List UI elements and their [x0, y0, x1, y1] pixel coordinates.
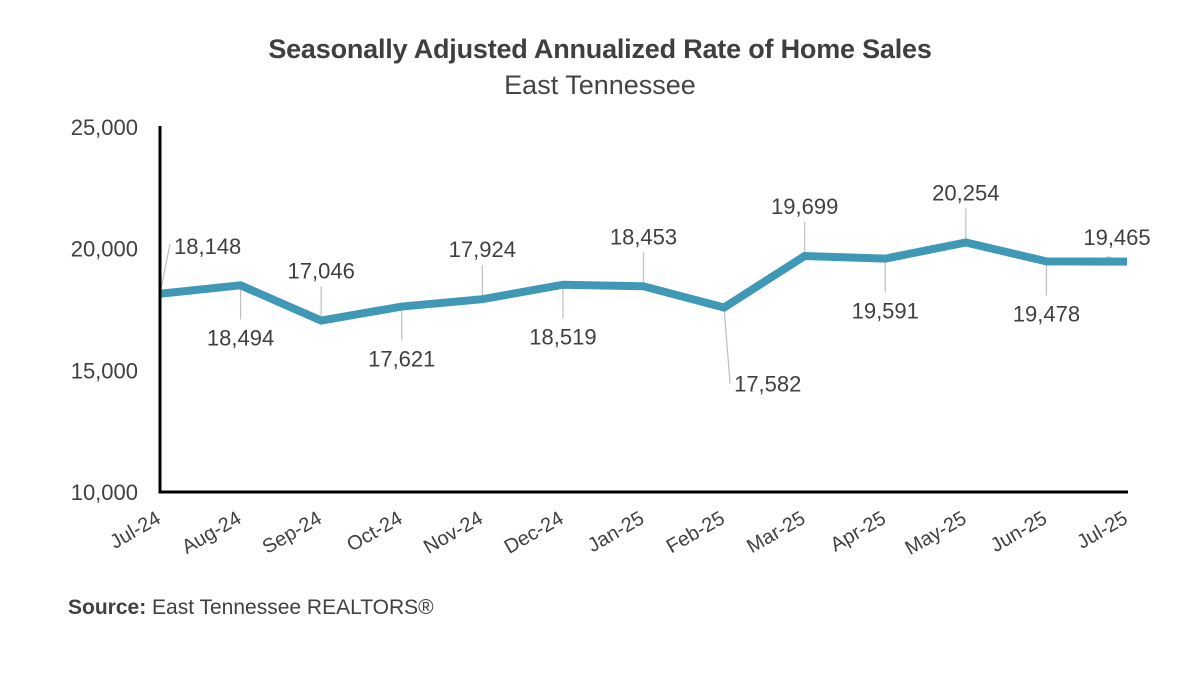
x-tick-label: Dec-24	[501, 507, 568, 558]
y-axis-ticks: 10,000 15,000 20,000 25,000	[71, 115, 138, 505]
source-text: East Tennessee REALTORS®	[146, 596, 434, 619]
x-tick-label: Apr-25	[827, 507, 890, 556]
data-label-leaders	[159, 208, 1128, 384]
data-label: 17,621	[368, 347, 435, 372]
data-label: 20,254	[932, 180, 999, 205]
data-label: 18,453	[610, 224, 677, 249]
x-tick-label: May-25	[902, 507, 971, 559]
x-tick-label: Jan-25	[584, 507, 648, 557]
data-label: 19,465	[1083, 225, 1150, 250]
chart-subtitle: East Tennessee	[504, 70, 696, 100]
data-labels: 18,148 18,494 17,046 17,621 17,924 18,519 18,4…	[159, 180, 1151, 397]
data-label: 17,046	[288, 259, 355, 284]
chart-title: Seasonally Adjusted Annualized Rate of H…	[268, 34, 932, 64]
y-tick-label: 25,000	[71, 115, 138, 140]
y-tick-label: 15,000	[71, 358, 138, 383]
y-tick-label: 20,000	[71, 237, 138, 262]
x-tick-label: Nov-24	[420, 507, 487, 558]
x-tick-label: Mar-25	[743, 507, 809, 558]
y-tick-label: 10,000	[71, 480, 138, 505]
data-label-leader	[723, 307, 731, 384]
x-tick-label: Feb-25	[663, 507, 729, 558]
data-label: 18,494	[207, 325, 274, 350]
x-tick-label: Jul-25	[1073, 507, 1131, 553]
x-tick-label: Jul-24	[106, 507, 164, 553]
data-label: 18,148	[174, 234, 241, 259]
x-tick-label: Aug-24	[178, 507, 245, 558]
data-label: 18,519	[529, 325, 596, 350]
x-axis-ticks: Jul-24 Aug-24 Sep-24 Oct-24 Nov-24 Dec-24 Jan-…	[106, 507, 1131, 559]
x-tick-label: Jun-25	[987, 507, 1051, 557]
data-label: 17,582	[734, 372, 801, 397]
source-label: Source:	[68, 596, 147, 619]
source-note: Source: East Tennessee REALTORS®	[68, 596, 434, 620]
data-label: 17,924	[449, 237, 516, 262]
data-label: 19,699	[771, 194, 838, 219]
x-tick-label: Oct-24	[343, 507, 406, 556]
x-tick-label: Sep-24	[259, 507, 326, 558]
data-label: 19,478	[1013, 301, 1080, 326]
data-label: 19,591	[852, 299, 919, 324]
data-label-leader	[159, 243, 171, 294]
